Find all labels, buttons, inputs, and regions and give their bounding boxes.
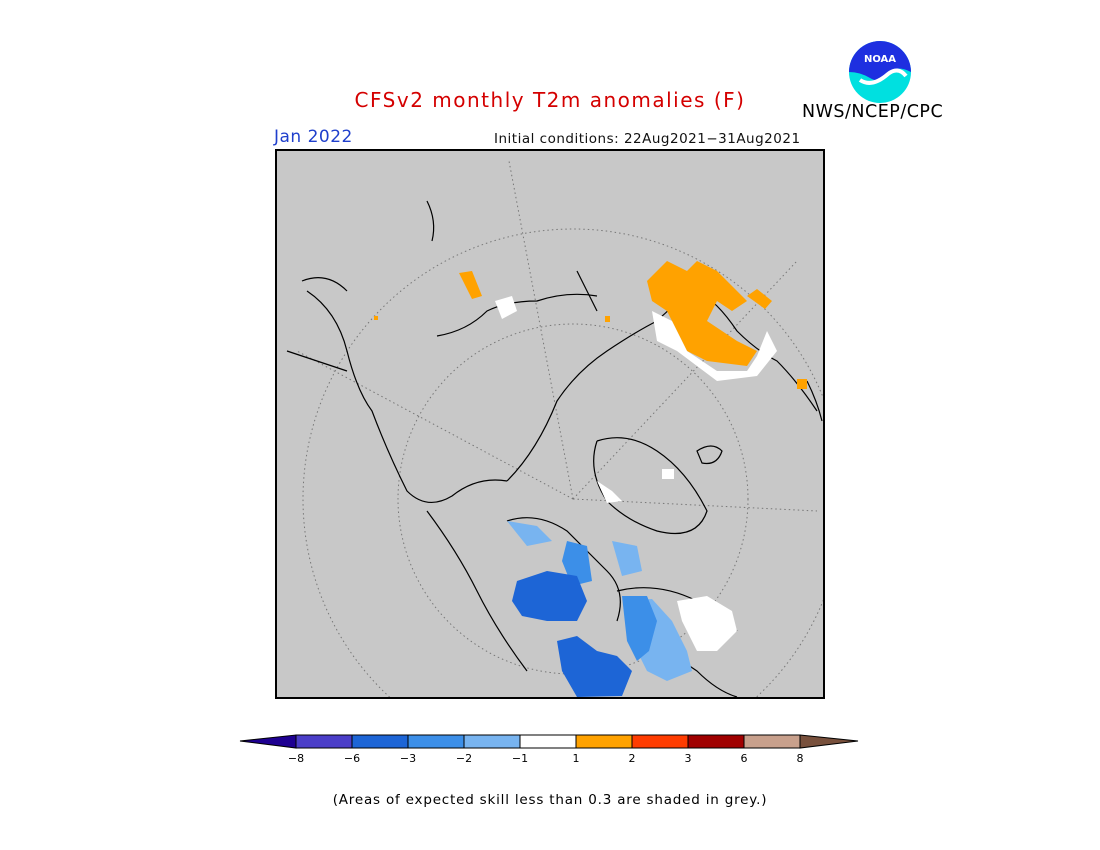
anomaly-near-normal	[495, 296, 777, 651]
coast-alaska-siberia	[306, 290, 508, 503]
coast-kamchatka	[426, 200, 435, 242]
swatch-below-min	[239, 734, 297, 749]
anomaly-region-warm-far-east	[747, 289, 772, 309]
colorbar: −8 −6 −3 −2 −1 1 2 3 6 8	[239, 734, 859, 765]
coastlines	[286, 200, 823, 697]
tick-label: 2	[629, 752, 636, 765]
forecast-month: Jan 2022	[274, 127, 353, 147]
coast-novaya-zemlya	[576, 270, 598, 312]
swatch-1-2	[575, 734, 633, 749]
map-panel	[275, 149, 825, 699]
coast-north-asia	[506, 320, 658, 482]
swatch-m1-1	[519, 734, 577, 749]
tick-label: −1	[512, 752, 528, 765]
anomaly-region-warm-small-2	[374, 316, 378, 320]
swatch-2-3	[631, 734, 689, 749]
anomaly-region-neutral-greenland	[597, 481, 622, 503]
anomaly-region-warm-chukotka	[459, 271, 482, 299]
initial-conditions: Initial conditions: 22Aug2021−31Aug2021	[494, 131, 801, 147]
tick-label: −3	[400, 752, 416, 765]
anomaly-region-neutral-iceland	[662, 469, 674, 479]
agency-label: NWS/NCEP/CPC	[802, 102, 944, 122]
anomaly-warm-1-2	[374, 261, 807, 389]
noaa-logo-icon: NOAA	[849, 41, 911, 103]
swatch-m6-m3	[351, 734, 409, 749]
anomaly-region-cool-strong-west-canada	[512, 571, 587, 621]
anomaly-region-cool-mid-hudson	[622, 596, 657, 661]
tick-label: −6	[344, 752, 360, 765]
anomaly-region-warm-small-1	[605, 316, 610, 322]
coast-scandinavia	[806, 380, 823, 422]
swatch-3-6	[687, 734, 745, 749]
swatch-m3-m2	[407, 734, 465, 749]
logo-text: NOAA	[864, 54, 896, 65]
colorbar-ticks: −8 −6 −3 −2 −1 1 2 3 6 8	[288, 752, 804, 765]
coast-greenland	[593, 437, 708, 535]
coast-canada-west	[426, 510, 528, 672]
tick-label: −8	[288, 752, 304, 765]
coast-east-siberia	[436, 293, 598, 337]
tick-label: −2	[456, 752, 472, 765]
swatch-m2-m1	[463, 734, 521, 749]
swatch-above-max	[799, 734, 859, 749]
anomaly-region-neutral-siberia	[652, 311, 777, 381]
coast-iceland	[696, 445, 723, 465]
anomaly-region-neutral-labrador	[677, 596, 737, 651]
polar-map	[286, 160, 823, 697]
swatch-6-8	[743, 734, 801, 749]
anomaly-cool-m6-m3	[512, 571, 632, 697]
tick-label: 1	[573, 752, 580, 765]
anomaly-region-warm-europe	[797, 379, 807, 389]
anomaly-region-neutral-bering	[495, 296, 517, 319]
anomaly-region-warm-siberia	[647, 261, 757, 366]
tick-label: 8	[797, 752, 804, 765]
footnote: (Areas of expected skill less than 0.3 a…	[332, 792, 768, 808]
anomaly-region-cool-strong-prairies	[557, 636, 632, 697]
colorbar-swatches	[239, 734, 859, 749]
chart-title: CFSv2 monthly T2m anomalies (F)	[354, 88, 746, 112]
coast-alaska	[286, 277, 348, 372]
anomaly-region-cool-light-arctic	[507, 521, 552, 546]
swatch-m8-m6	[295, 734, 353, 749]
tick-label: 3	[685, 752, 692, 765]
anomaly-region-cool-light-baffin	[612, 541, 642, 576]
tick-label: 6	[741, 752, 748, 765]
